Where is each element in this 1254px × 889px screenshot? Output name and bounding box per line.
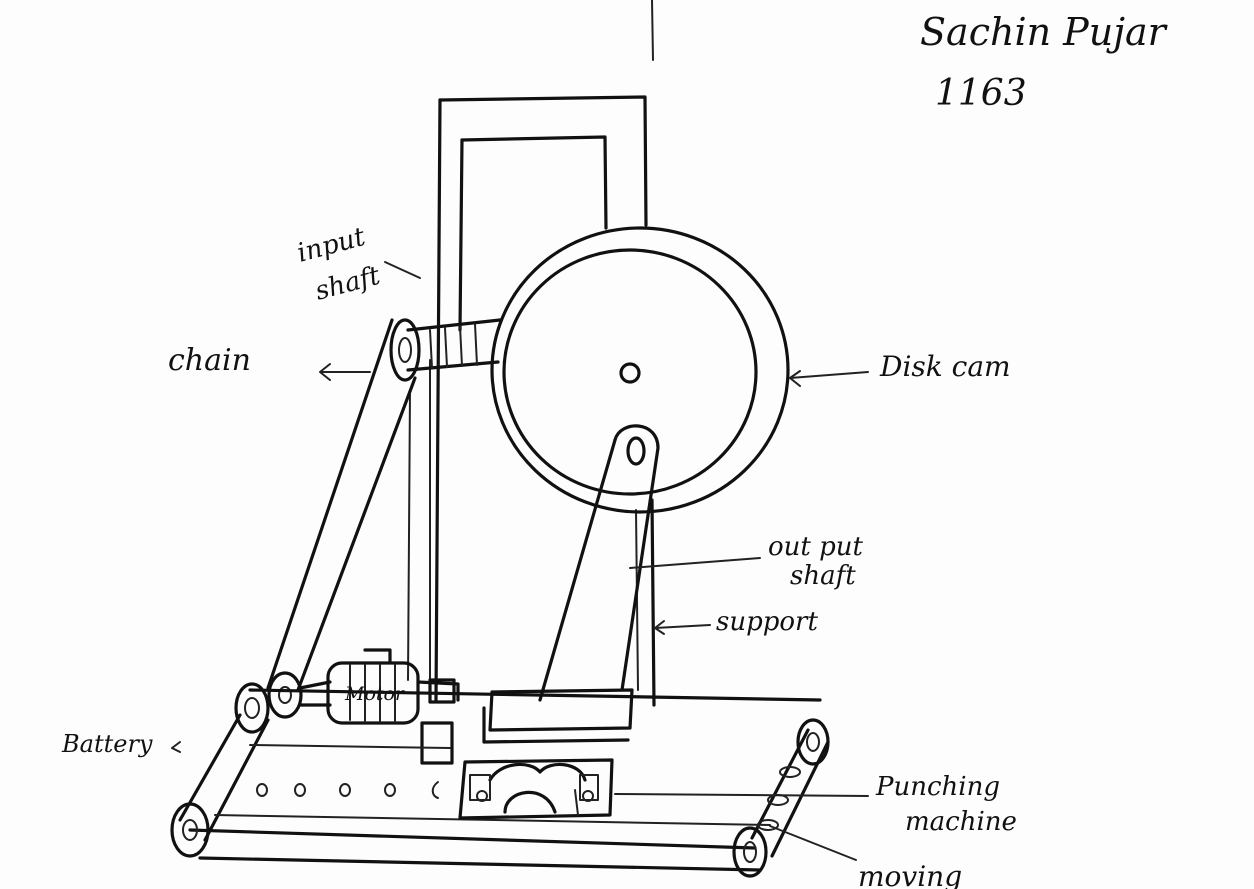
disk-cam-label: Disk cam: [879, 350, 1011, 383]
top-frame: [407, 0, 654, 702]
support-label: support: [716, 607, 818, 637]
punching-machine-label-1: Punching: [875, 772, 1000, 802]
labels: Sachin Pujar 1163 input shaft chain Disk…: [61, 10, 1169, 889]
output-shaft-label-2: shaft: [790, 561, 856, 591]
leader-lines: [171, 261, 869, 861]
input-shaft-label-2: shaft: [312, 261, 384, 307]
input-shaft-label-1: input: [294, 222, 369, 269]
conveyor-belt: [170, 682, 830, 878]
chain: [266, 318, 417, 692]
disk-cam: [490, 226, 790, 514]
chain-label: chain: [168, 343, 251, 378]
motor-pulley: [267, 671, 332, 719]
battery: [256, 781, 439, 799]
motor-label: Motor: [344, 683, 406, 705]
output-block: [482, 688, 634, 744]
author-number: 1163: [935, 73, 1027, 114]
punching-machine-label-2: machine: [905, 807, 1017, 837]
output-shaft: [538, 424, 660, 702]
battery-label: Battery: [61, 730, 153, 758]
author-name: Sachin Pujar: [920, 10, 1169, 54]
output-shaft-label-1: out put: [768, 532, 864, 562]
input-shaft: [389, 318, 502, 382]
punching-machine: [458, 758, 614, 820]
moving-label: moving: [858, 860, 962, 889]
